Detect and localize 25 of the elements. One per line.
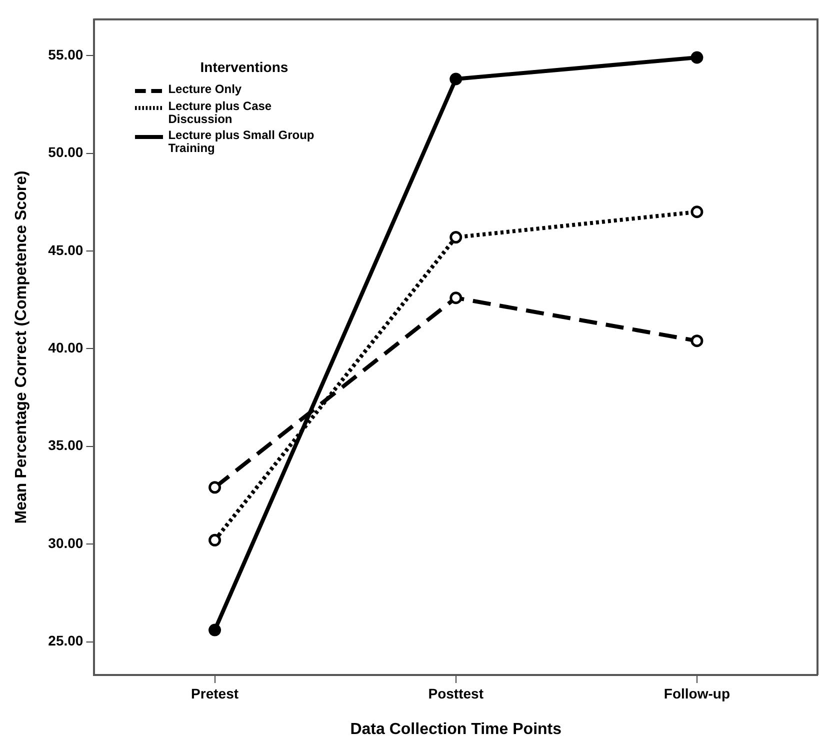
point [690,206,704,218]
point [690,334,704,348]
point [208,534,222,546]
legend-label: Lecture plus Case Discussion [168,99,273,126]
point [208,481,222,494]
y-tick-label: 25.00 [48,632,84,649]
legend-label: Lecture Only [168,82,242,96]
y-axis-title: Mean Percentage Correct (Competence Score) [13,170,30,524]
y-tick-label: 30.00 [48,534,84,551]
x-tick-label: Follow-up [664,685,730,702]
point [208,624,222,636]
x-tick-label: Posttest [428,685,484,702]
point [450,231,462,244]
x-axis-title: Data Collection Time Points [350,720,562,738]
y-tick-label: 50.00 [48,144,84,160]
point [690,51,704,64]
y-tick-label: 55.00 [48,46,84,62]
y-tick-label: 45.00 [48,242,84,258]
x-tick-label: Pretest [191,685,239,702]
legend-label: Lecture plus Small Group Training [168,128,316,156]
y-tick-label: 35.00 [48,437,84,454]
point [450,292,462,304]
legend-title: Interventions [199,59,290,76]
point [450,72,462,86]
y-tick-label: 40.00 [48,340,84,356]
